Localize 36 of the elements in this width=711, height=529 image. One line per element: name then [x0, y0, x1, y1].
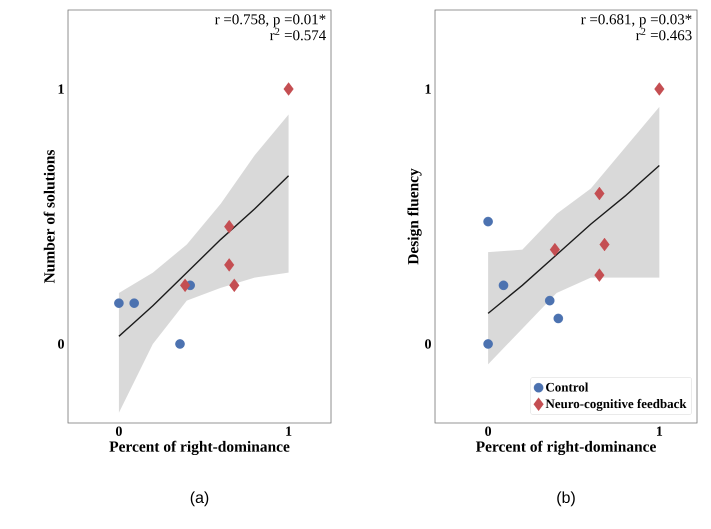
point: [224, 258, 234, 272]
x-tick-label: 0: [485, 426, 492, 436]
point: [114, 298, 124, 308]
text: (a): [190, 491, 208, 506]
point: [599, 238, 610, 252]
point: [594, 268, 604, 282]
point: [284, 82, 294, 96]
x-tick-label: 1: [656, 426, 662, 436]
x-axis-title: Percent of right-dominance: [476, 440, 656, 456]
point: [483, 339, 493, 349]
point: [498, 280, 508, 290]
point: [129, 298, 139, 308]
point: [554, 314, 564, 324]
annotation: r$^{2}$ =0.574: [270, 28, 326, 40]
point: [175, 339, 185, 349]
point: [654, 82, 664, 96]
annotation: r$^{2}$ =0.463: [636, 28, 692, 40]
point: [550, 242, 560, 256]
y-axis-title: Design fluency: [407, 168, 422, 264]
annotation: r =0.758, p =0.01*: [214, 14, 326, 28]
point: [180, 278, 190, 292]
point: [594, 186, 604, 200]
line-series: [118, 174, 290, 338]
y-axis-title: Number of solutions: [44, 150, 55, 284]
point: [229, 278, 240, 292]
legend-label: Neuro-cognitive feedback: [546, 398, 687, 411]
point: [483, 216, 493, 226]
point: [224, 220, 234, 234]
legend-label: Control: [546, 382, 588, 392]
x-axis-title: Percent of right-dominance: [109, 440, 290, 456]
x-tick-label: 0: [116, 426, 122, 436]
x-tick-label: 1: [286, 426, 292, 436]
annotation: r =0.681, p =0.03*: [580, 14, 692, 28]
text: (b): [557, 491, 575, 506]
line-series: [487, 164, 660, 314]
point: [544, 296, 555, 306]
